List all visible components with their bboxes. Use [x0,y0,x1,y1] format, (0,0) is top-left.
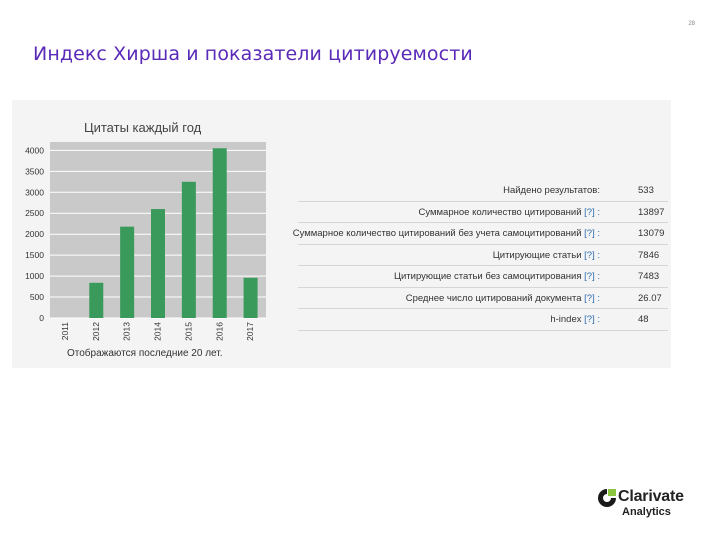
y-tick-label: 2000 [25,229,44,239]
stat-value: 13897 [638,206,665,218]
stat-label-text: Найдено результатов: [503,185,600,196]
stat-row: Найдено результатов: 533 [298,180,668,202]
stat-label-text: Цитирующие статьи [492,249,582,261]
stat-row: Цитирующие статьи [?] : 7846 [298,245,668,266]
stat-label: h-index [?] : [550,314,600,325]
stat-label: Суммарное количество цитирований [?] : [418,207,600,218]
citation-stats-table: Найдено результатов: 533 Суммарное количес… [293,180,668,331]
x-tick-label: 2011 [60,322,70,341]
stat-label: Цитирующие статьи [?] : [493,250,600,261]
y-tick-label: 3000 [25,187,44,197]
y-tick-label: 500 [30,292,44,302]
stat-label: Найдено результатов: [503,185,600,196]
bar-2013 [120,226,135,318]
bar-2014 [151,209,165,318]
stat-value: 13079 [638,228,665,239]
x-tick-label: 2016 [214,322,224,341]
stat-value: 7846 [638,249,660,261]
y-tick-label: 2500 [25,208,44,218]
help-link[interactable]: [?] : [584,249,600,261]
bar-2016 [212,148,227,318]
y-tick-label: 3500 [25,166,44,176]
help-link[interactable]: [?] : [584,292,600,304]
stat-row: Среднее число цитирований документа [?] … [298,288,668,309]
stat-label: Суммарное количество цитирований без уче… [293,228,600,239]
stat-value: 533 [638,185,654,196]
help-link[interactable]: [?] : [584,206,600,218]
x-tick-label: 2014 [153,322,163,341]
clarivate-mark-icon [598,489,616,507]
x-tick-label: 2013 [122,322,132,341]
help-link[interactable]: [?] : [584,228,600,239]
stat-label-text: Цитирующие статьи без самоцитирования [393,271,582,282]
stat-row: h-index [?] : 48 [298,309,668,331]
stat-row: Цитирующие статьи без самоцитирования [?… [298,266,668,288]
bar-2015 [181,181,196,318]
stat-row: Суммарное количество цитирований [?] : 13… [298,202,668,223]
x-tick-label: 2012 [91,322,101,341]
stat-label-text: Суммарное количество цитирований [418,206,582,218]
help-link[interactable]: [?] : [584,271,600,282]
y-tick-label: 4000 [25,145,44,155]
stat-value: 7483 [638,271,660,282]
logo-subname: Analytics [622,506,671,518]
page-number: 28 [688,21,695,27]
chart-title: Цитаты каждый год [84,120,202,135]
stat-label-text: h-index [550,314,582,325]
stat-row: Суммарное количество цитирований без уче… [293,223,668,245]
stat-label: Среднее число цитирований документа [?] … [406,293,600,304]
x-tick-label: 2015 [183,322,193,341]
stat-label: Цитирующие статьи без самоцитирования [?… [394,271,600,282]
stat-label-text: Суммарное количество цитирований без уче… [292,228,582,239]
bar-2012 [89,282,104,318]
logo-name: Clarivate [618,488,684,505]
stat-value: 48 [638,314,649,325]
y-tick-label: 1000 [25,271,44,281]
y-tick-label: 1500 [25,250,44,260]
stat-label-text: Среднее число цитирований документа [405,292,582,304]
x-tick-label: 2017 [245,322,255,341]
y-tick-label: 0 [39,313,44,323]
slide-title: Индекс Хирша и показатели цитируемости [33,43,473,65]
stat-value: 26.07 [638,292,662,304]
bar-2017 [243,277,258,318]
chart-footnote: Отображаются последние 20 лет. [67,348,223,359]
help-link[interactable]: [?] : [584,314,600,325]
